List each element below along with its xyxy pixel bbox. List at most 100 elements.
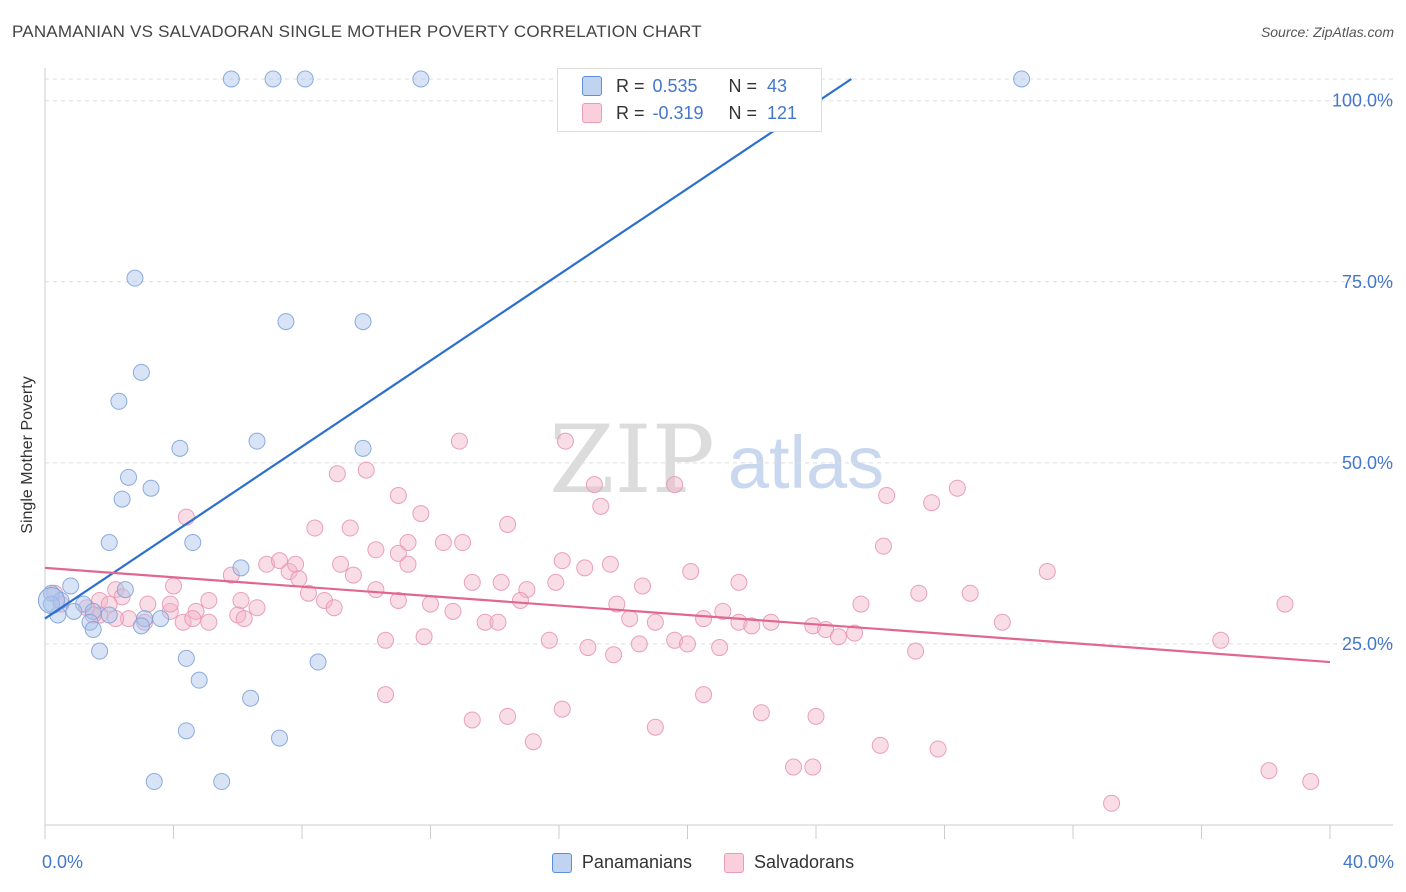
salvadoran-point (290, 570, 308, 588)
panamanian-point (190, 671, 208, 689)
salvadoran-point (499, 515, 517, 533)
salvadoran-point (165, 577, 182, 595)
salvadoran-point (161, 602, 179, 620)
y-tick-label: 75.0% (1342, 272, 1393, 292)
salvadoran-point (161, 595, 179, 613)
panamanian-point (354, 313, 372, 331)
salvadoran-point (258, 555, 276, 573)
salvadoran-point (666, 476, 684, 494)
salvadoran-point (434, 534, 452, 552)
salvadoran-point (328, 465, 346, 483)
panamanian-point (248, 432, 266, 450)
legend-r-value: -0.319 (652, 102, 704, 123)
salvadoran-point (315, 591, 333, 609)
salvadoran-point (444, 602, 462, 620)
salvadoran-point (634, 577, 652, 595)
salvadoran-point (993, 613, 1011, 631)
salvadoran-point (492, 573, 510, 591)
salvadoran-point (422, 595, 439, 613)
salvadoran-point (489, 613, 507, 631)
panamanian-cluster-point (37, 586, 65, 614)
panamanian-point (412, 70, 430, 88)
legend-r-label: R = (616, 75, 645, 96)
salvadoran-point (412, 505, 430, 523)
salvadoran-point (878, 486, 896, 504)
y-tick-label: 50.0% (1342, 453, 1393, 473)
panamanian-point (110, 392, 128, 410)
panamanian-point (145, 773, 163, 791)
bottom-legend-panamanians[interactable]: Panamanians (551, 852, 692, 873)
legend-n-value: 121 (767, 102, 798, 123)
salvadoran-point (299, 584, 317, 602)
salvadoran-point (695, 686, 713, 704)
salvadoran-point (200, 613, 218, 631)
salvadoran-point (499, 707, 517, 725)
salvadoran-point (344, 566, 362, 584)
panamanians-trend-line (44, 78, 852, 620)
panamanian-point (152, 610, 170, 628)
salvadoran-point (139, 595, 157, 613)
salvadoran-point (682, 563, 700, 581)
panamanian-point (277, 313, 295, 331)
salvadoran-point (463, 573, 481, 591)
panamanian-point (354, 439, 372, 457)
panamanian-point (120, 468, 138, 486)
legend-n-label: N = (728, 75, 758, 96)
panamanian-point (184, 534, 202, 552)
panamanian-point (213, 773, 231, 791)
salvadoran-point (556, 432, 574, 450)
panamanian-point (100, 534, 118, 552)
salvadoran-point (666, 631, 684, 649)
salvadoran-point (948, 479, 966, 497)
salvadoran-point (1212, 631, 1230, 649)
salvadoran-point (222, 566, 240, 584)
salvadoran-point (377, 631, 395, 649)
salvadoran-point (829, 628, 847, 646)
panamanian-point (242, 689, 260, 707)
salvadoran-point (646, 613, 664, 631)
salvadoran-point (518, 581, 536, 599)
salvadoran-point (804, 758, 822, 776)
salvadoran-point (714, 602, 732, 620)
salvadoran-point (232, 591, 250, 609)
salvadoran-point (547, 573, 565, 591)
salvadoran-point (874, 537, 892, 555)
salvadoran-point (1302, 773, 1320, 791)
salvadoran-point (377, 686, 395, 704)
y-tick-labels: 100.0% 75.0% 50.0% 25.0% (1332, 91, 1393, 654)
panamanian-point (296, 70, 314, 88)
panamanian-point (113, 490, 131, 508)
salvadoran-point (630, 635, 648, 653)
salvadoran-point (235, 610, 253, 628)
panamanian-point (126, 269, 144, 287)
salvadoran-point (1038, 563, 1056, 581)
legend-n-value: 43 (767, 75, 788, 96)
salvadoran-point (511, 591, 529, 609)
bottom-legend-swatch-blue (551, 852, 572, 873)
salvadoran-point (248, 599, 266, 617)
bottom-legend: Panamanians Salvadorans (0, 852, 1406, 873)
panamanian-point (142, 479, 160, 497)
bottom-legend-label: Salvadorans (754, 852, 855, 872)
legend-box: R = 0.535 N = 43 R = -0.319 N = 121 (557, 68, 822, 132)
salvadoran-point (184, 610, 202, 628)
panamanian-point (84, 602, 102, 620)
salvadoran-point (389, 591, 407, 609)
salvadoran-point (399, 534, 417, 552)
salvadoran-point (553, 700, 571, 718)
legend-r-value: 0.535 (652, 75, 698, 96)
legend-row-salvadorans: R = -0.319 N = 121 (582, 100, 797, 126)
bottom-legend-salvadorans[interactable]: Salvadorans (724, 852, 854, 873)
salvadoran-point (389, 544, 407, 562)
panamanian-point (271, 729, 289, 747)
salvadoran-point (280, 563, 298, 581)
salvadoran-point (592, 497, 610, 515)
salvadoran-point (621, 610, 639, 628)
panamanian-point (91, 642, 109, 660)
salvadoran-point (287, 555, 305, 573)
panamanian-point (171, 439, 189, 457)
salvadoran-point (711, 639, 729, 657)
salvadoran-point (389, 486, 407, 504)
salvadoran-point (524, 733, 542, 751)
